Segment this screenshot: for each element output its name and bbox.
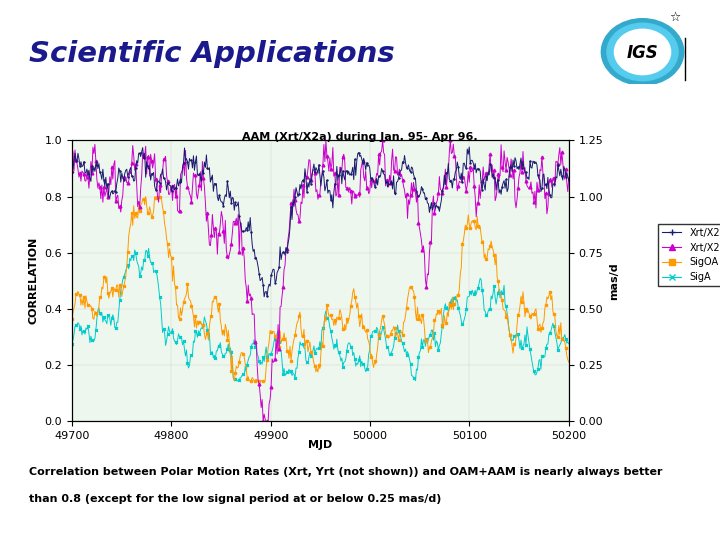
Y-axis label: mas/d: mas/d xyxy=(609,262,618,300)
Text: Scientific Applications: Scientific Applications xyxy=(29,40,395,68)
Circle shape xyxy=(614,29,670,75)
SigOA xyxy=(338,326,347,332)
SigA xyxy=(338,363,347,370)
Xrt/X2a xyxy=(322,137,330,144)
SigOA xyxy=(365,343,374,350)
Text: MJD: MJD xyxy=(308,440,333,450)
SigOA xyxy=(564,359,573,365)
SigA xyxy=(232,377,240,384)
Xrt/X2oa xyxy=(564,178,573,184)
Xrt/X2oa xyxy=(260,293,269,300)
Xrt/X2oa xyxy=(305,184,313,191)
SigA xyxy=(309,347,318,354)
SigA xyxy=(554,344,563,350)
SigOA xyxy=(309,354,318,361)
SigA xyxy=(564,341,573,347)
SigOA xyxy=(141,193,150,200)
Text: Correlation between Polar Motion Rates (Xrt, Yrt (not shown)) and OAM+AAM is nea: Correlation between Polar Motion Rates (… xyxy=(29,467,662,477)
SigOA xyxy=(477,233,485,239)
Xrt/X2oa xyxy=(465,144,474,150)
Xrt/X2oa xyxy=(307,173,316,180)
Circle shape xyxy=(601,19,684,85)
SigOA xyxy=(554,322,563,329)
SigOA xyxy=(68,316,76,322)
Y-axis label: CORRELATION: CORRELATION xyxy=(29,237,39,325)
Xrt/X2a xyxy=(338,153,347,160)
Xrt/X2oa xyxy=(338,180,346,187)
Xrt/X2a xyxy=(564,174,573,181)
Xrt/X2a xyxy=(477,184,485,190)
Xrt/X2a xyxy=(554,151,563,158)
Text: 30-day correlations of IGS Polar Motion X-rates with OcAAM (Xrt/X2oa) and: 30-day correlations of IGS Polar Motion … xyxy=(169,109,551,117)
Xrt/X2oa xyxy=(364,161,373,168)
Line: SigOA: SigOA xyxy=(71,195,570,382)
Text: AAM (Xrt/X2a) during Jan. 95- Apr 96.: AAM (Xrt/X2a) during Jan. 95- Apr 96. xyxy=(242,132,478,143)
SigA xyxy=(477,276,485,283)
Text: ☆: ☆ xyxy=(669,11,680,24)
Xrt/X2a xyxy=(365,188,374,195)
SigOA xyxy=(230,377,238,384)
Xrt/X2a xyxy=(258,418,267,424)
Xrt/X2a xyxy=(68,167,76,174)
Xrt/X2oa xyxy=(477,181,485,187)
Xrt/X2oa xyxy=(554,167,563,173)
Xrt/X2oa xyxy=(68,168,76,175)
Xrt/X2a xyxy=(307,171,316,177)
Legend: Xrt/X2oa, Xrt/X2a, SigOA, SigA: Xrt/X2oa, Xrt/X2a, SigOA, SigA xyxy=(658,224,720,286)
Line: Xrt/X2a: Xrt/X2a xyxy=(71,139,570,423)
SigOA xyxy=(305,339,314,345)
Text: IGS: IGS xyxy=(626,44,658,63)
Circle shape xyxy=(607,23,678,80)
SigA xyxy=(144,245,153,252)
SigA xyxy=(365,347,374,354)
SigA xyxy=(305,349,314,355)
Line: SigA: SigA xyxy=(71,247,570,382)
Line: Xrt/X2oa: Xrt/X2oa xyxy=(71,146,570,298)
Xrt/X2a xyxy=(305,157,313,163)
Text: than 0.8 (except for the low signal period at or below 0.25 mas/d): than 0.8 (except for the low signal peri… xyxy=(29,494,441,504)
SigA xyxy=(68,340,76,347)
